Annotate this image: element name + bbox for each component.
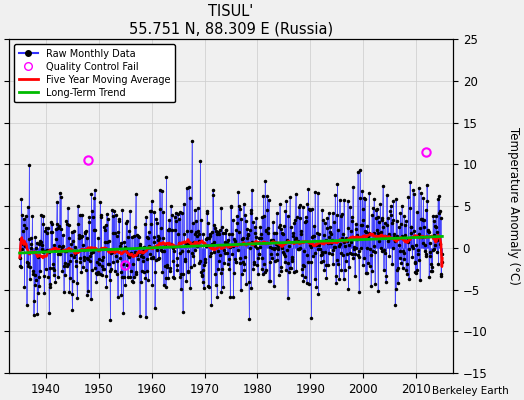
- Y-axis label: Temperature Anomaly (°C): Temperature Anomaly (°C): [507, 127, 520, 285]
- Title: TISUL'
55.751 N, 88.309 E (Russia): TISUL' 55.751 N, 88.309 E (Russia): [129, 4, 333, 36]
- Text: Berkeley Earth: Berkeley Earth: [432, 386, 508, 396]
- Legend: Raw Monthly Data, Quality Control Fail, Five Year Moving Average, Long-Term Tren: Raw Monthly Data, Quality Control Fail, …: [14, 44, 176, 102]
